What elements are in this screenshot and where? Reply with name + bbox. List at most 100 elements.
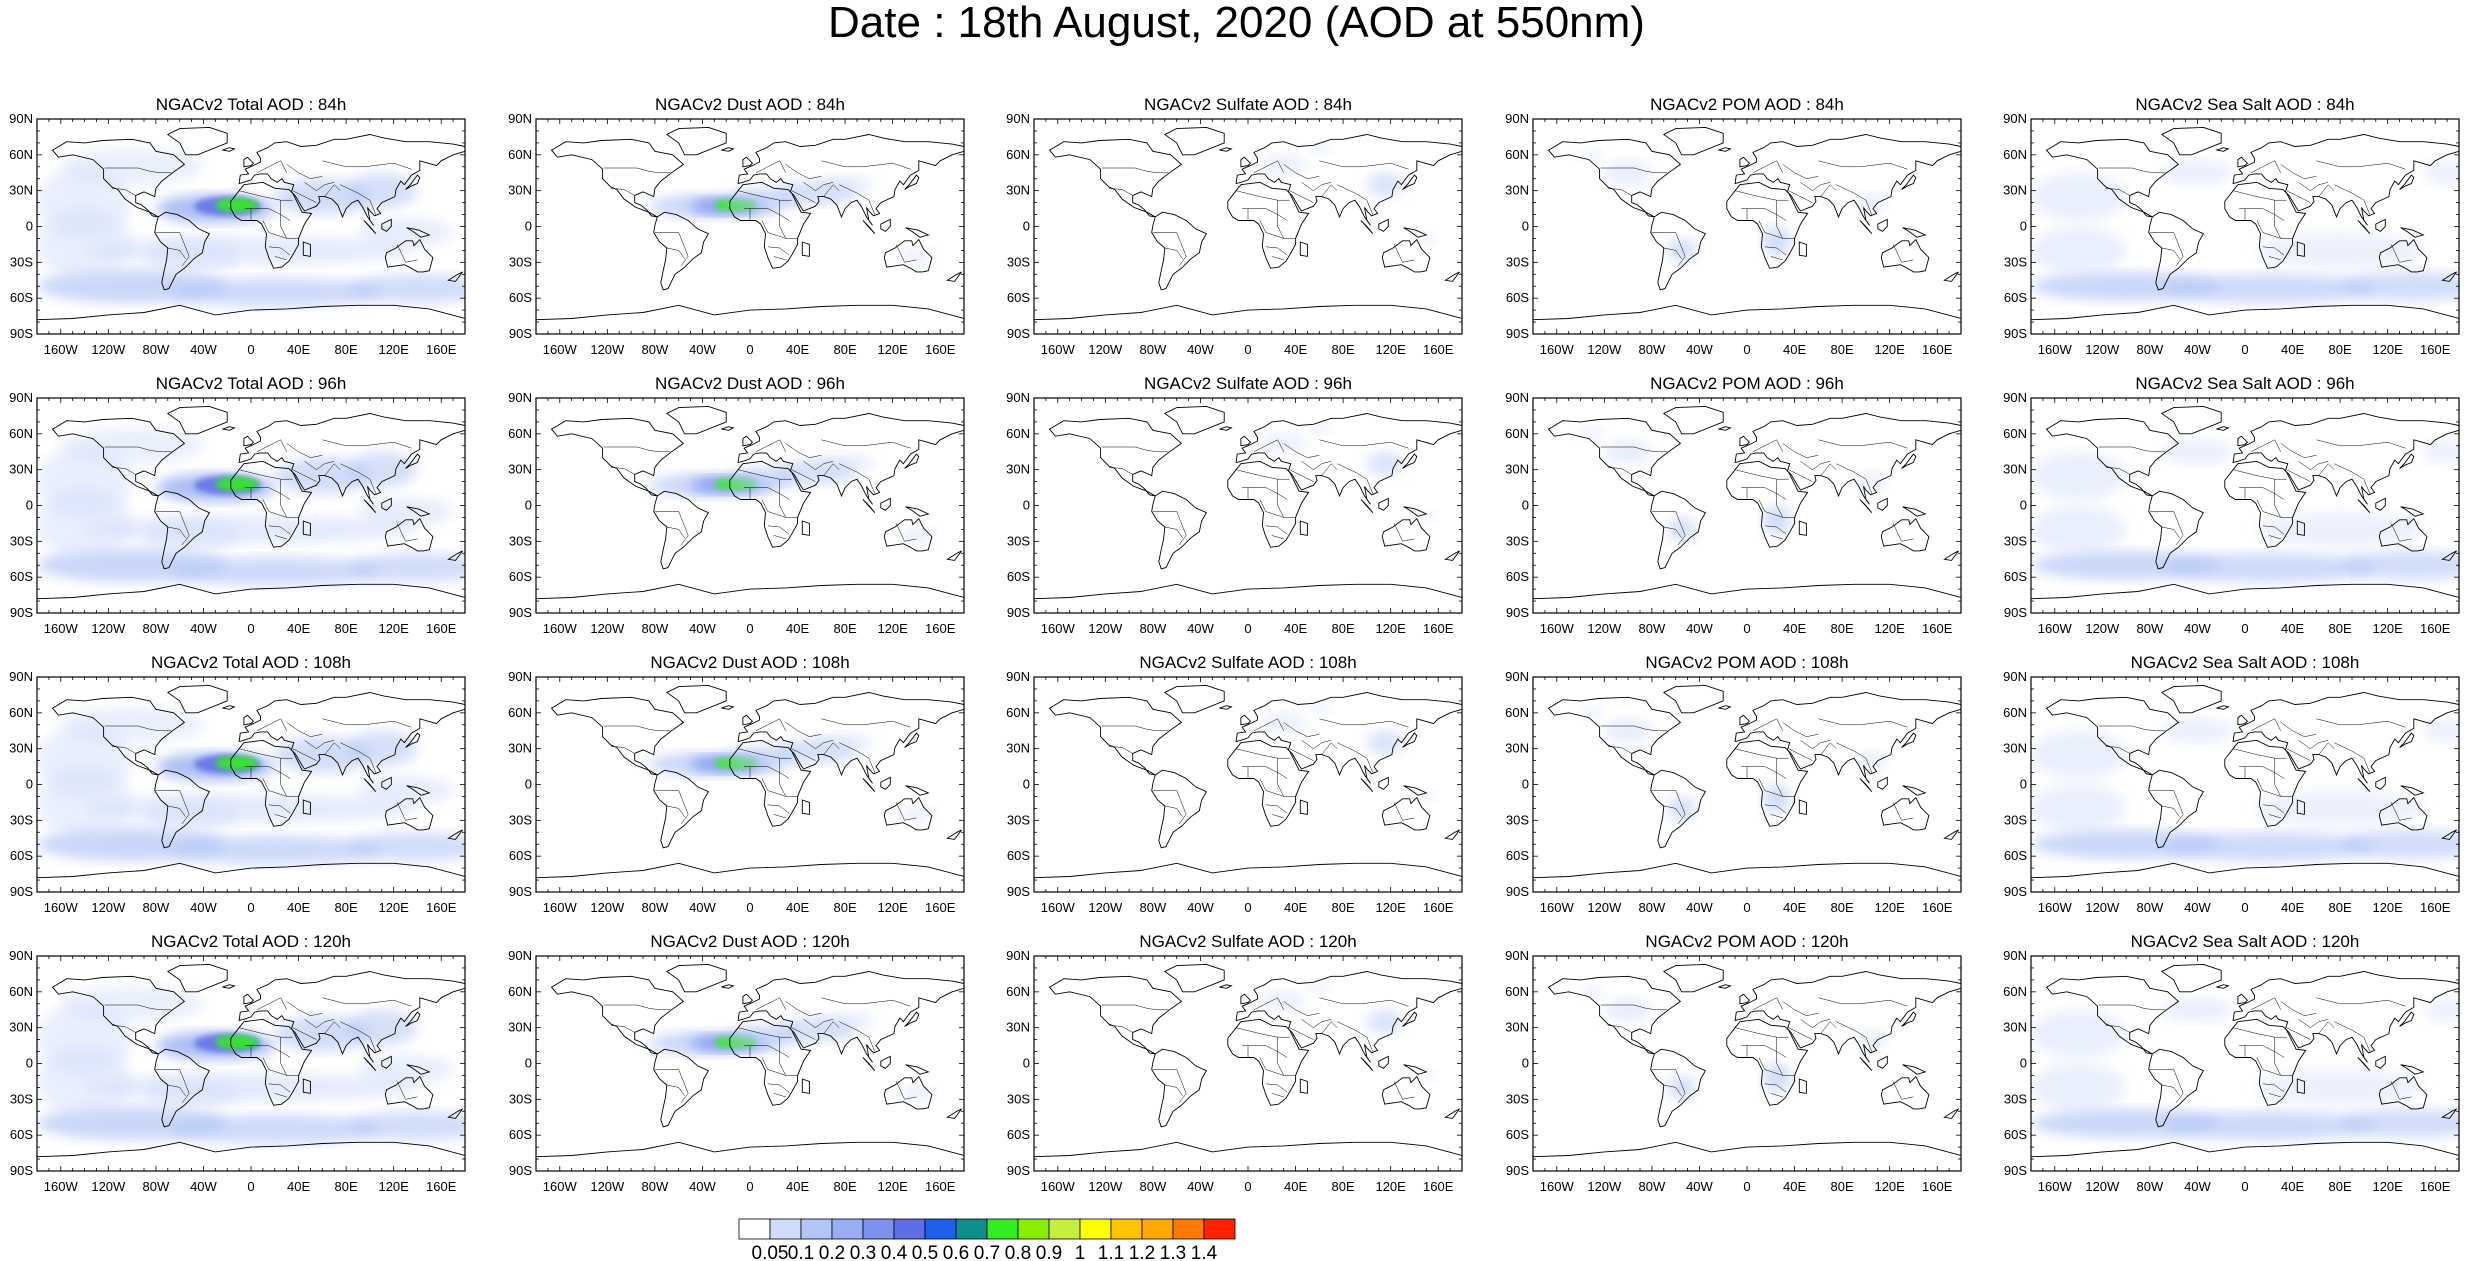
lon-tick-label: 0 [247, 900, 254, 915]
map-panel-pom-108h: NGACv2 POM AOD : 108h 90N 60N 30N 0 30S 60S 90S… [1505, 653, 1962, 915]
lat-tick-label: 30N [2003, 1020, 2027, 1035]
lon-tick-label: 120E [2372, 342, 2403, 357]
coastlines [1034, 963, 1462, 1158]
lat-tick-label: 60S [10, 1127, 33, 1142]
aod-plume [1259, 433, 1308, 453]
lon-tick-label: 40E [786, 900, 809, 915]
lat-tick-label: 0 [26, 498, 33, 513]
aod-plume [1416, 232, 1436, 245]
aod-field [1580, 985, 1887, 1100]
aod-plume [2031, 1063, 2127, 1112]
lat-tick-label: 60S [2004, 1127, 2027, 1142]
lon-tick-label: 80E [2329, 342, 2352, 357]
lon-tick-label: 80W [1140, 621, 1167, 636]
lat-tick-label: 30S [509, 1091, 532, 1106]
aod-plume [346, 832, 465, 861]
lat-tick-label: 90S [2004, 326, 2027, 341]
aod-plume [358, 218, 454, 247]
lon-tick-label: 80W [1140, 342, 1167, 357]
aod-plume [215, 1034, 259, 1050]
lat-tick-label: 30S [2004, 1091, 2027, 1106]
lat-tick-label: 60S [10, 848, 33, 863]
colorbar-label: 0.4 [881, 1243, 908, 1261]
lon-tick-label: 40W [689, 621, 716, 636]
lat-tick-label: 60S [1007, 290, 1030, 305]
lon-tick-label: 80W [143, 342, 170, 357]
lon-tick-label: 160W [543, 900, 578, 915]
lat-tick-label: 60S [2004, 848, 2027, 863]
coastlines [37, 126, 465, 321]
lon-tick-label: 120W [1587, 342, 1622, 357]
lat-tick-label: 90S [509, 884, 532, 899]
lon-tick-label: 160W [2038, 900, 2073, 915]
lon-tick-label: 40E [1284, 900, 1307, 915]
aod-plume [1604, 997, 1652, 1022]
lat-tick-label: 90N [1505, 948, 1529, 963]
lon-tick-label: 80E [1332, 1179, 1355, 1194]
panel-title: NGACv2 Sulfate AOD : 84h [1144, 95, 1352, 114]
lon-tick-label: 40E [786, 621, 809, 636]
lat-tick-label: 90N [508, 669, 532, 684]
lat-tick-label: 30N [1505, 741, 1529, 756]
aod-plume [2340, 271, 2459, 301]
aod-plume [2161, 997, 2234, 1022]
lat-tick-label: 0 [1522, 777, 1529, 792]
coastlines [536, 405, 964, 600]
coastlines [536, 684, 964, 879]
lon-tick-label: 0 [1743, 1179, 1750, 1194]
panel-title: NGACv2 Sea Salt AOD : 120h [2131, 932, 2360, 951]
lon-tick-label: 80E [1332, 342, 1355, 357]
lon-tick-label: 0 [247, 342, 254, 357]
aod-plume [1366, 172, 1403, 197]
aod-plume [2161, 439, 2234, 464]
lat-tick-label: 30N [9, 462, 33, 477]
lat-tick-label: 90N [9, 111, 33, 126]
lon-tick-label: 120E [877, 621, 908, 636]
lon-tick-label: 120E [2372, 900, 2403, 915]
aod-plume [1259, 712, 1308, 732]
lon-tick-label: 120W [91, 1179, 126, 1194]
lon-tick-label: 80W [1140, 900, 1167, 915]
lon-tick-label: 80E [2329, 900, 2352, 915]
aod-plume [60, 706, 204, 743]
panel-title: NGACv2 POM AOD : 96h [1650, 374, 1844, 393]
aod-plume [1857, 193, 1887, 213]
coastlines [37, 684, 465, 879]
lat-tick-label: 0 [2020, 1056, 2027, 1071]
colorbar-swatch [862, 1218, 895, 1240]
colorbar-swatch [1141, 1218, 1174, 1240]
lon-tick-label: 160W [1540, 342, 1575, 357]
aod-plume [815, 175, 875, 195]
lon-tick-label: 40E [2281, 621, 2304, 636]
lon-tick-label: 160W [2038, 1179, 2073, 1194]
aod-plume [2340, 550, 2459, 580]
lon-tick-label: 120W [590, 621, 625, 636]
lon-tick-label: 80E [1332, 900, 1355, 915]
lat-tick-label: 60S [1007, 569, 1030, 584]
aod-plume [60, 427, 204, 464]
aod-plume [346, 451, 418, 488]
colorbar-label: 0.8 [1005, 1243, 1031, 1261]
lat-tick-label: 60N [508, 426, 532, 441]
map-panel-pom-84h: NGACv2 POM AOD : 84h 90N 60N 30N 0 30S 60S 90S 1… [1505, 95, 1962, 357]
lon-tick-label: 160W [44, 342, 79, 357]
lat-tick-label: 30S [1007, 1091, 1030, 1106]
lat-tick-label: 90N [9, 948, 33, 963]
lon-tick-label: 40E [1783, 900, 1806, 915]
lon-tick-label: 160W [1041, 1179, 1076, 1194]
lat-tick-label: 0 [1023, 498, 1030, 513]
lon-tick-label: 160W [543, 342, 578, 357]
lon-tick-label: 120E [1874, 1179, 1905, 1194]
lon-tick-label: 160E [2420, 900, 2451, 915]
aod-field [37, 427, 465, 586]
lon-tick-label: 40E [1284, 342, 1307, 357]
lat-tick-label: 90N [2003, 948, 2027, 963]
lon-tick-label: 80E [335, 621, 358, 636]
lat-tick-label: 0 [2020, 777, 2027, 792]
lon-tick-label: 160W [44, 900, 79, 915]
lat-tick-label: 0 [1023, 219, 1030, 234]
lat-tick-label: 60N [1006, 705, 1030, 720]
lon-tick-label: 80W [1639, 900, 1666, 915]
aod-plume [1580, 985, 1605, 998]
lon-tick-label: 120E [1874, 621, 1905, 636]
